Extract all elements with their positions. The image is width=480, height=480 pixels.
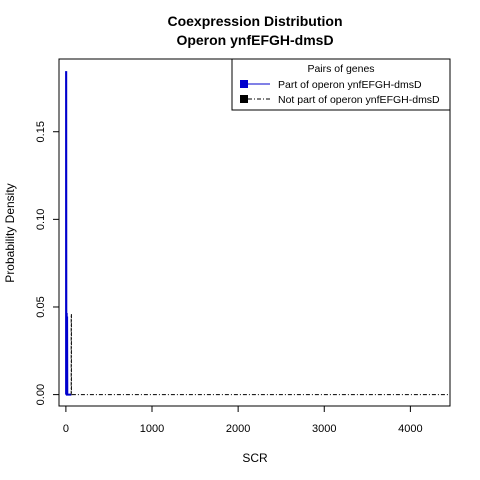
y-tick-label-0: 0.00 [35,384,47,405]
y-tick-label-1: 0.05 [35,296,47,317]
x-tick-label-2: 2000 [226,423,250,435]
y-tick-label-3: 0.15 [35,121,47,142]
chart-subtitle: Operon ynfEFGH-dmsD [176,32,333,48]
y-tick-label-2: 0.10 [35,209,47,230]
legend-swatch-non-operon [240,95,248,103]
chart-title: Coexpression Distribution [167,13,342,29]
x-tick-label-3: 3000 [312,423,336,435]
legend-title: Pairs of genes [307,63,374,75]
x-axis-label: SCR [242,451,268,465]
y-axis-label: Probability Density [3,183,17,282]
legend: Pairs of genes Part of operon ynfEFGH-dm… [231,58,451,111]
legend-swatch-operon [240,80,248,88]
series-line-1 [70,313,450,396]
y-axis: 0.00 0.05 0.10 0.15 [35,121,59,405]
series-line-0 [65,71,72,396]
x-tick-label-4: 4000 [398,423,422,435]
legend-label-non-operon: Not part of operon ynfEFGH-dmsD [278,94,440,106]
x-axis: 0 1000 2000 3000 4000 [63,406,423,435]
x-tick-label-1: 1000 [140,423,164,435]
x-tick-label-0: 0 [63,423,69,435]
series-layer [65,71,450,396]
plot-frame [58,58,451,407]
legend-label-operon: Part of operon ynfEFGH-dmsD [278,79,422,91]
